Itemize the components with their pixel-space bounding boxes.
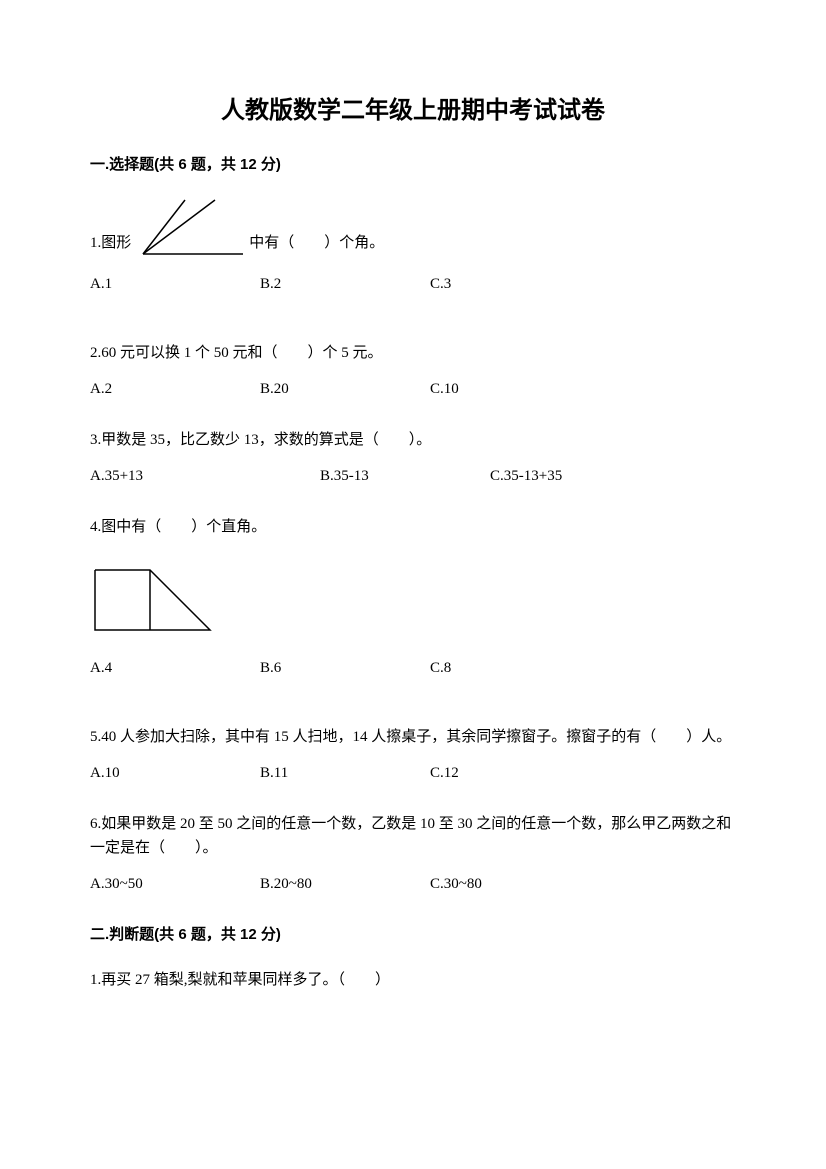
question-3: 3.甲数是 35，比乙数少 13，求数的算式是（ ）。	[90, 428, 736, 452]
q5-options: A.10 B.11 C.12	[90, 765, 736, 782]
question-5: 5.40 人参加大扫除，其中有 15 人扫地，14 人擦桌子，其余同学擦窗子。擦…	[90, 725, 736, 749]
q4-option-b: B.6	[260, 660, 430, 677]
page-title: 人教版数学二年级上册期中考试试卷	[90, 90, 736, 125]
q1-option-c: C.3	[430, 276, 600, 293]
q3-option-a: A.35+13	[90, 468, 320, 485]
question-6: 6.如果甲数是 20 至 50 之间的任意一个数，乙数是 10 至 30 之间的…	[90, 812, 736, 860]
s2-question-1: 1.再买 27 箱梨,梨就和苹果同样多了。（ ）	[90, 968, 736, 992]
q6-options: A.30~50 B.20~80 C.30~80	[90, 876, 736, 893]
q5-option-b: B.11	[260, 765, 430, 782]
q1-pre-text: 1.图形	[90, 231, 131, 256]
question-2: 2.60 元可以换 1 个 50 元和（ ）个 5 元。	[90, 341, 736, 365]
q1-option-b: B.2	[260, 276, 430, 293]
section-2-header: 二.判断题(共 6 题，共 12 分)	[90, 923, 736, 944]
q3-option-c: C.35-13+35	[490, 468, 660, 485]
trapezoid-figure-icon	[90, 565, 220, 635]
q2-options: A.2 B.20 C.10	[90, 381, 736, 398]
q6-option-a: A.30~50	[90, 876, 260, 893]
q2-option-a: A.2	[90, 381, 260, 398]
question-1: 1.图形 中有（ ）个角。	[90, 198, 736, 256]
q3-options: A.35+13 B.35-13 C.35-13+35	[90, 468, 736, 485]
q4-option-a: A.4	[90, 660, 260, 677]
q1-option-a: A.1	[90, 276, 260, 293]
q2-option-c: C.10	[430, 381, 600, 398]
q5-option-a: A.10	[90, 765, 260, 782]
section-1-header: 一.选择题(共 6 题，共 12 分)	[90, 153, 736, 174]
q4-option-c: C.8	[430, 660, 600, 677]
q4-options: A.4 B.6 C.8	[90, 660, 736, 677]
q1-options: A.1 B.2 C.3	[90, 276, 736, 293]
question-4: 4.图中有（ ）个直角。	[90, 515, 736, 539]
q6-option-c: C.30~80	[430, 876, 600, 893]
q1-post-text: 中有（ ）个角。	[249, 231, 384, 256]
angle-figure-icon	[135, 198, 245, 256]
q2-option-b: B.20	[260, 381, 430, 398]
q5-option-c: C.12	[430, 765, 600, 782]
q6-option-b: B.20~80	[260, 876, 430, 893]
q3-option-b: B.35-13	[320, 468, 490, 485]
